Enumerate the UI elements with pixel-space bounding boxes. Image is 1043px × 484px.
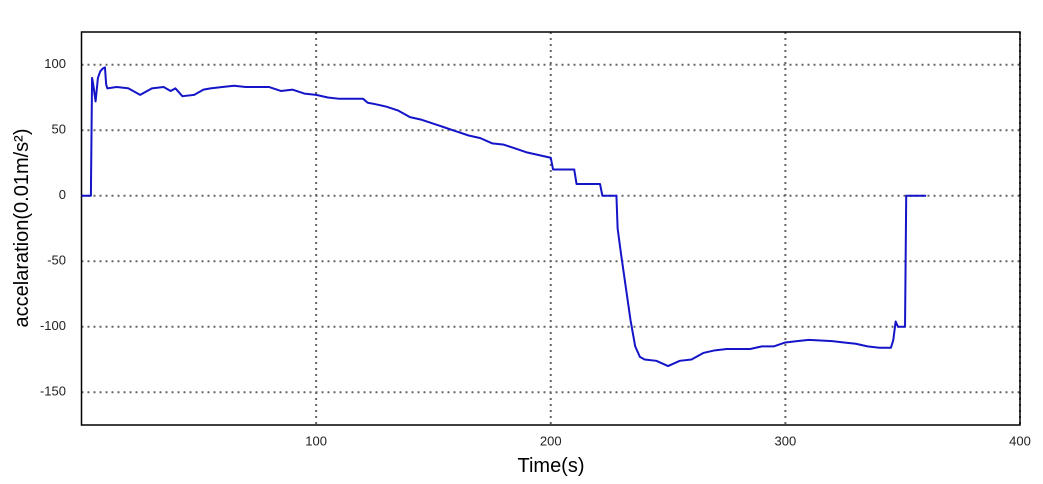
y-tick-label: -150 (40, 384, 66, 399)
x-tick-label: 100 (305, 433, 327, 448)
y-axis-label: accelaration(0.01m/s²) (11, 129, 33, 328)
x-axis-label: Time(s) (517, 455, 584, 477)
y-tick-label: 100 (44, 56, 66, 71)
y-tick-label: 0 (59, 187, 66, 202)
y-tick-label: 50 (52, 122, 66, 137)
data-line (81, 66, 927, 368)
x-tick-label: 400 (1009, 433, 1031, 448)
plot-frame (80, 31, 1021, 426)
y-tick-label: -50 (47, 253, 66, 268)
x-tick-label: 300 (775, 433, 797, 448)
y-tick-label: -100 (40, 318, 66, 333)
x-tick-label: 200 (540, 433, 562, 448)
